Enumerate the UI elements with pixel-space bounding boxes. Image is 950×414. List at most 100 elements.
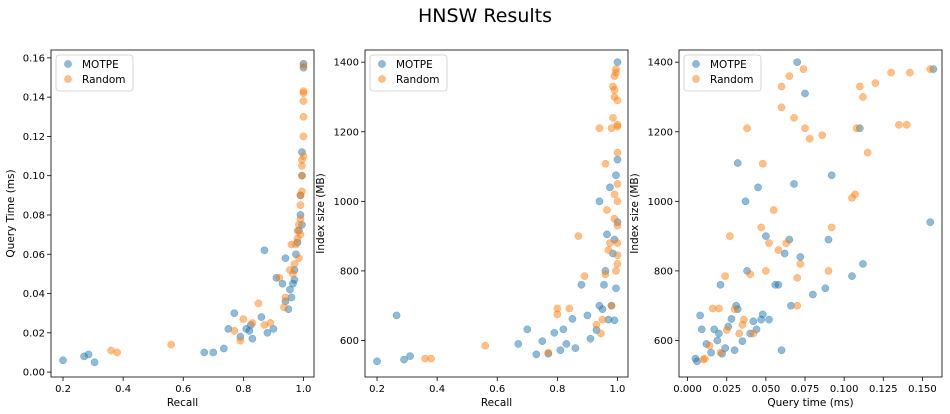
x-tick-label: 0.125	[869, 384, 898, 395]
y-tick-label: 0.14	[23, 93, 45, 104]
point-random	[613, 239, 622, 247]
point-random	[746, 270, 755, 279]
x-tick-label: 0.8	[235, 384, 251, 395]
point-random	[239, 315, 248, 323]
point-motpe	[562, 340, 571, 348]
point-random	[743, 124, 751, 133]
legend-label-random: Random	[710, 74, 753, 86]
point-random	[597, 329, 605, 338]
point-random	[281, 293, 290, 302]
legend: MOTPE Random	[683, 54, 762, 92]
point-motpe	[559, 325, 568, 334]
point-random	[715, 304, 723, 313]
point-motpe	[801, 89, 809, 98]
legend-marker-random	[692, 75, 700, 83]
point-random	[289, 270, 297, 278]
point-random	[553, 310, 562, 319]
point-motpe	[263, 328, 272, 337]
y-tick-label: 1000	[334, 197, 359, 208]
point-random	[796, 260, 805, 268]
x-axis-label: Recall	[167, 397, 198, 409]
point-random	[805, 134, 814, 143]
point-motpe	[606, 183, 614, 192]
point-random	[574, 232, 583, 240]
point-random	[765, 239, 773, 247]
point-motpe	[741, 197, 750, 206]
point-random	[299, 152, 308, 160]
point-random	[735, 329, 744, 338]
plot-area	[364, 49, 629, 378]
point-motpe	[514, 340, 523, 348]
point-motpe	[598, 305, 607, 314]
point-random	[603, 206, 611, 214]
point-motpe	[796, 253, 805, 261]
point-motpe	[583, 311, 592, 320]
point-random	[700, 354, 709, 363]
point-random	[299, 132, 308, 141]
point-random	[298, 187, 306, 196]
point-random	[610, 190, 619, 199]
point-random	[113, 348, 121, 357]
y-tick-label: 0.00	[23, 368, 45, 379]
x-tick-label: 0.6	[489, 384, 505, 395]
x-tick-label: 1.0	[610, 384, 626, 395]
legend-label-random: Random	[396, 74, 439, 86]
point-motpe	[603, 230, 611, 239]
legend-box	[369, 54, 448, 92]
point-random	[895, 120, 903, 129]
point-motpe	[827, 171, 836, 180]
point-random	[818, 131, 827, 140]
point-random	[705, 341, 714, 350]
y-tick-label: 600	[340, 336, 359, 347]
subplot-query-time-vs-index-size: 0.000 0.025 0.050 0.075 0.100 0.125 0.150 600 80…	[629, 49, 943, 409]
point-random	[606, 239, 614, 247]
point-motpe	[257, 313, 266, 321]
point-motpe	[600, 280, 608, 289]
point-random	[801, 124, 809, 133]
point-random	[598, 315, 607, 324]
x-tick-label: 0.000	[673, 384, 702, 395]
point-motpe	[59, 356, 67, 365]
point-motpe	[595, 197, 604, 206]
point-motpe	[926, 218, 935, 227]
y-tick-label: 1000	[648, 197, 673, 208]
point-random	[613, 180, 622, 188]
point-random	[604, 246, 613, 254]
point-random	[852, 124, 861, 133]
point-motpe	[406, 352, 414, 360]
point-random	[299, 112, 308, 121]
point-random	[855, 82, 864, 91]
point-motpe	[612, 284, 620, 293]
point-random	[266, 319, 275, 327]
point-random	[299, 61, 308, 70]
scatter-points	[59, 59, 308, 367]
point-motpe	[713, 336, 722, 345]
x-tick-label: 0.025	[712, 384, 741, 395]
point-motpe	[777, 346, 786, 355]
plot-area	[678, 49, 943, 378]
point-motpe	[765, 315, 773, 324]
point-random	[298, 171, 306, 180]
point-motpe	[733, 159, 742, 167]
point-motpe	[230, 309, 239, 318]
x-tick-label: 0.075	[791, 384, 820, 395]
y-tick-label: 800	[654, 266, 673, 277]
legend-marker-random	[378, 75, 386, 83]
x-tick-label: 0.150	[908, 384, 937, 395]
point-motpe	[248, 334, 257, 343]
point-random	[613, 260, 622, 268]
x-tick-label: 0.6	[175, 384, 191, 395]
x-tick-label: 0.100	[830, 384, 859, 395]
point-motpe	[571, 344, 580, 352]
point-motpe	[790, 180, 798, 188]
x-tick-label: 0.050	[752, 384, 781, 395]
y-tick-label: 1400	[648, 58, 673, 69]
point-random	[296, 215, 305, 223]
point-motpe	[281, 254, 290, 263]
point-random	[295, 254, 303, 263]
x-tick-label: 0.4	[115, 384, 131, 395]
point-motpe	[821, 284, 830, 293]
point-random	[248, 319, 257, 327]
legend-marker-random	[64, 75, 72, 83]
point-random	[926, 65, 935, 73]
